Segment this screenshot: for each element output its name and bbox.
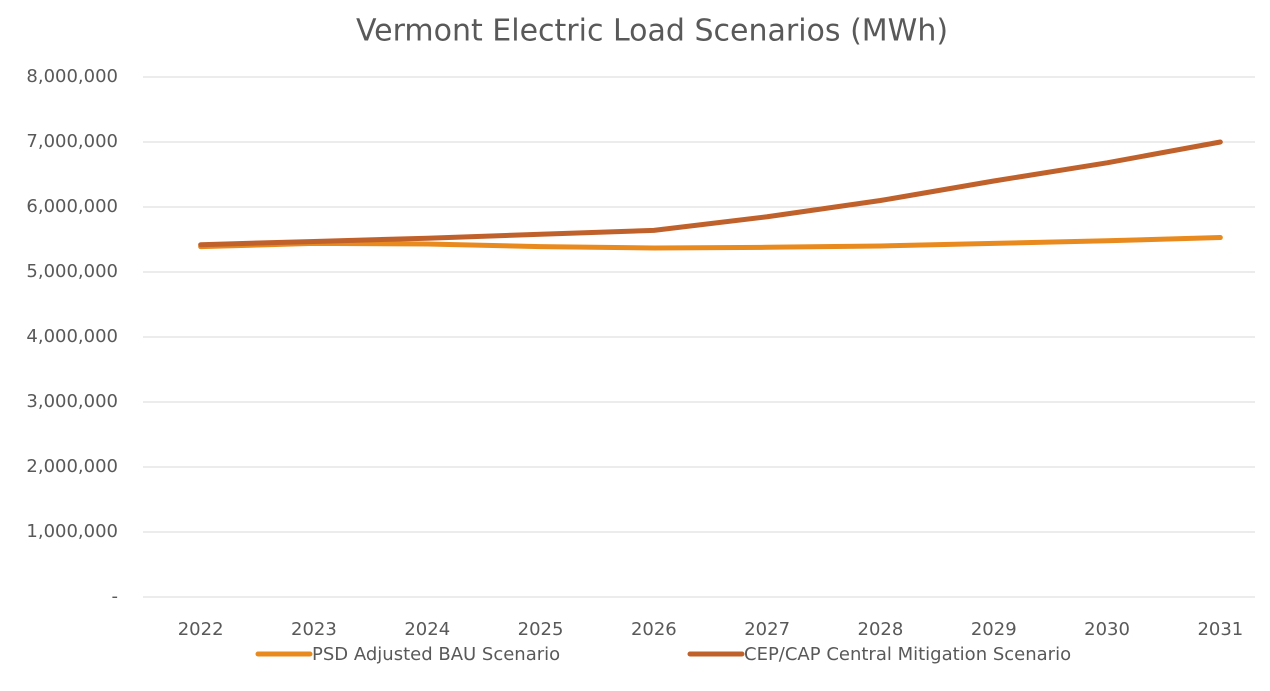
y-tick-label: 5,000,000 (26, 261, 118, 282)
x-tick-label: 2025 (518, 619, 564, 640)
x-tick-label: 2022 (178, 619, 224, 640)
series-line (198, 139, 1223, 248)
y-tick-label: 2,000,000 (26, 456, 118, 477)
series-line (198, 235, 1223, 251)
y-tick-label: 8,000,000 (26, 66, 118, 87)
x-tick-label: 2028 (858, 619, 904, 640)
legend-label: CEP/CAP Central Mitigation Scenario (744, 644, 1071, 665)
y-tick-label: 7,000,000 (26, 131, 118, 152)
y-tick-label: 4,000,000 (26, 326, 118, 347)
y-tick-label: 3,000,000 (26, 391, 118, 412)
x-tick-label: 2031 (1197, 619, 1243, 640)
x-tick-label: 2023 (291, 619, 337, 640)
x-tick-label: 2027 (744, 619, 790, 640)
chart-title: Vermont Electric Load Scenarios (MWh) (356, 14, 948, 49)
x-tick-label: 2024 (404, 619, 450, 640)
legend-label: PSD Adjusted BAU Scenario (312, 644, 560, 665)
y-tick-label: 1,000,000 (26, 521, 118, 542)
y-tick-label: - (112, 586, 119, 607)
y-tick-label: 6,000,000 (26, 196, 118, 217)
x-tick-label: 2030 (1084, 619, 1130, 640)
x-tick-label: 2029 (971, 619, 1017, 640)
x-tick-label: 2026 (631, 619, 677, 640)
